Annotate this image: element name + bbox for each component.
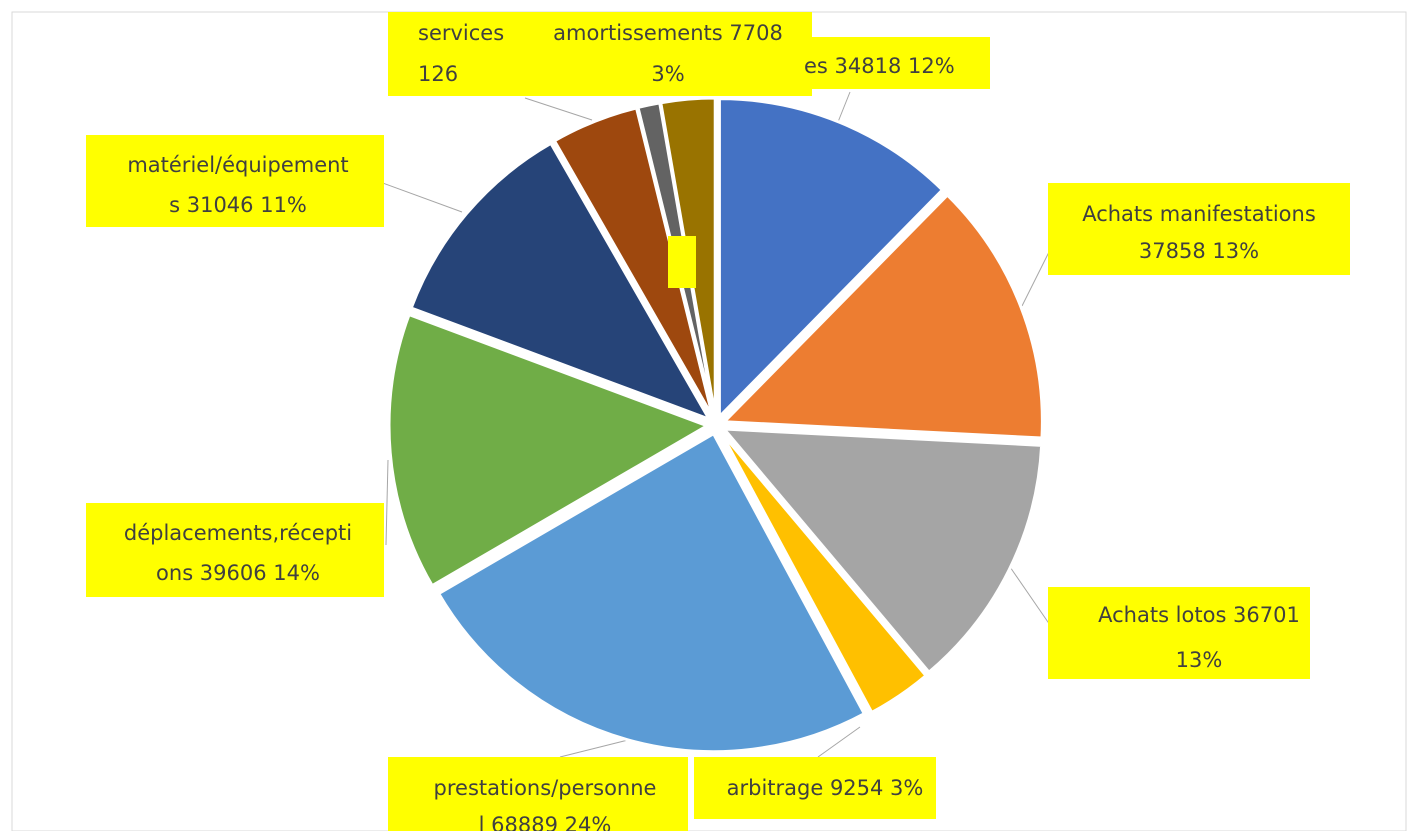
data-label-6-0: matériel/équipement xyxy=(127,153,348,177)
data-label-8-0: services xyxy=(418,21,504,45)
leader-line-3 xyxy=(817,726,861,758)
data-label-9-0: amortissements 7708 xyxy=(553,21,783,45)
leader-line-4 xyxy=(559,739,629,758)
data-label-4-0: prestations/personne xyxy=(434,776,657,800)
data-label-1-1: 37858 13% xyxy=(1139,239,1259,263)
data-label-3-0: arbitrage 9254 3% xyxy=(727,776,924,800)
leader-line-5 xyxy=(385,459,389,546)
data-label-4-1: l 68889 24% xyxy=(479,813,612,831)
data-label-1-0: Achats manifestations xyxy=(1082,202,1316,226)
small-label-box xyxy=(668,236,696,288)
data-label-6-1: s 31046 11% xyxy=(169,193,307,217)
data-label-5-1: ons 39606 14% xyxy=(156,561,320,585)
pie-slice-6 xyxy=(409,141,713,423)
data-label-9-1: 3% xyxy=(651,62,684,86)
label-box-2 xyxy=(1048,587,1310,679)
label-box-6 xyxy=(86,135,384,227)
pie-slice-2 xyxy=(720,427,1044,675)
label-box-5 xyxy=(86,503,384,597)
leader-line-1 xyxy=(1021,249,1051,307)
pie-slice-4 xyxy=(436,431,867,754)
label-box-4 xyxy=(388,757,688,831)
pie-slice-3 xyxy=(719,431,929,715)
leader-line-0 xyxy=(837,91,851,123)
label-box-1 xyxy=(1048,183,1350,275)
pie-slice-5 xyxy=(387,312,711,588)
label-box-8 xyxy=(388,12,554,96)
data-label-5-0: déplacements,récepti xyxy=(124,521,352,545)
label-box-9 xyxy=(554,12,812,96)
data-label-8-1: 126 xyxy=(418,62,458,86)
leader-line-8 xyxy=(524,97,593,121)
leader-line-6 xyxy=(379,181,463,213)
pie-slice-7 xyxy=(552,106,715,418)
pie-slice-1 xyxy=(720,192,1044,440)
data-label-0-0: es 34818 12% xyxy=(804,54,955,78)
data-label-2-0: Achats lotos 36701 xyxy=(1098,603,1300,627)
data-label-2-1: 13% xyxy=(1176,648,1223,672)
label-box-3 xyxy=(694,757,936,819)
leader-line-2 xyxy=(1007,563,1051,626)
pie-slice-0 xyxy=(717,97,945,421)
